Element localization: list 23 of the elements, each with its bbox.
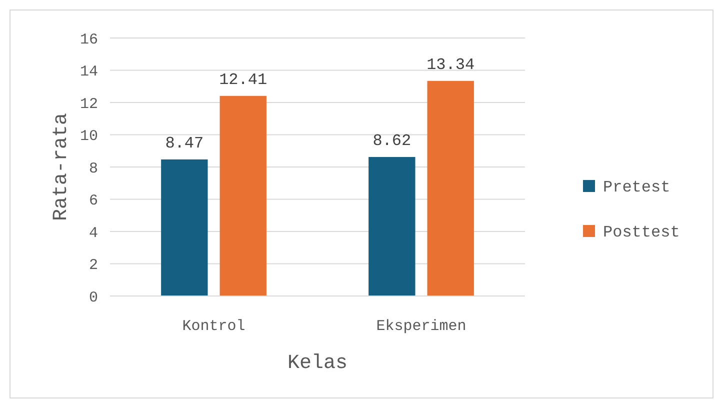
data-label: 13.34 (426, 56, 475, 74)
bar (368, 157, 416, 296)
y-axis-title: Rata-rata (50, 112, 73, 222)
y-tick-label: 8 (88, 160, 98, 178)
x-axis-title: Kelas (287, 352, 348, 375)
bar (161, 159, 208, 296)
legend-label: Posttest (603, 224, 680, 242)
legend-label: Pretest (603, 178, 670, 197)
y-tick-label: 12 (80, 96, 98, 113)
data-label: 8.62 (372, 132, 412, 150)
data-label: 8.47 (165, 134, 204, 152)
bar (427, 80, 474, 296)
y-tick-label: 14 (80, 64, 98, 80)
y-tick-label: 0 (88, 289, 98, 306)
y-tick-label: 16 (80, 31, 98, 48)
y-tick-label: 2 (88, 257, 98, 274)
y-tick-label: 6 (88, 192, 98, 210)
y-tick-label: 4 (88, 224, 98, 242)
x-tick-label: Eksperimen (376, 318, 466, 335)
bar (220, 96, 266, 296)
y-tick-label: 10 (80, 128, 98, 145)
data-label: 12.41 (219, 70, 268, 89)
x-tick-label: Kontrol (182, 318, 246, 335)
